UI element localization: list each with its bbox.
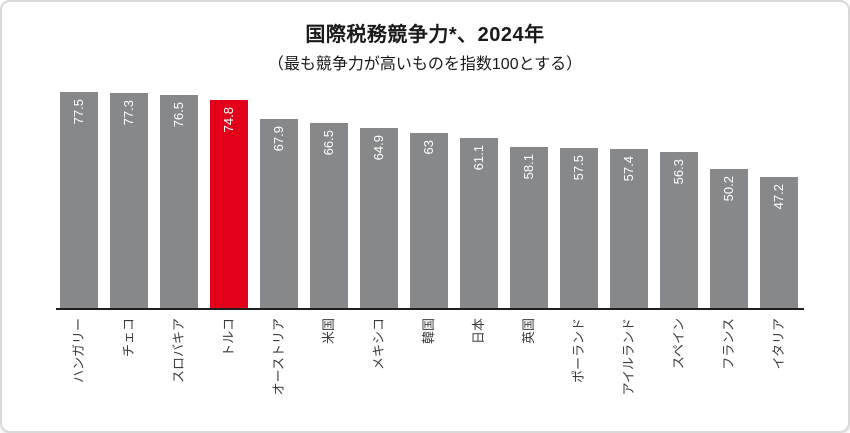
bar-value-label: 66.5 <box>321 130 336 156</box>
x-axis-label: メキシコ <box>371 318 386 371</box>
x-axis-label: 韓国 <box>421 318 436 345</box>
title-block: 国際税務競争力*、2024年 （最も競争力が高いものを指数100とする） <box>2 18 848 74</box>
x-axis-label: アイルランド <box>621 318 636 396</box>
bar-value-label: 50.2 <box>721 176 736 202</box>
bar-value-label: 58.1 <box>521 154 536 180</box>
bar-value-label: 77.5 <box>71 99 86 125</box>
bar-スロバキア: 76.5 <box>160 95 198 310</box>
bar-value-label: 64.9 <box>371 135 386 161</box>
bar-米国: 66.5 <box>310 123 348 310</box>
bar-イタリア: 47.2 <box>760 177 798 310</box>
x-axis-label: イタリア <box>771 318 786 370</box>
bar-value-label: 57.5 <box>571 155 586 181</box>
bar-ポーランド: 57.5 <box>560 148 598 310</box>
x-axis-label: スロバキア <box>171 318 186 384</box>
x-axis-label: 日本 <box>471 318 486 345</box>
bar-トルコ: 74.8 <box>210 100 248 310</box>
bar-value-label: 57.4 <box>621 156 636 182</box>
x-axis-label: トルコ <box>221 318 236 357</box>
bar-value-label: 61.1 <box>471 145 486 171</box>
bar-韓国: 63 <box>410 133 448 310</box>
bar-アイルランド: 57.4 <box>610 149 648 310</box>
bar-value-label: 47.2 <box>771 184 786 210</box>
chart-title: 国際税務競争力*、2024年 <box>305 24 545 46</box>
bar-フランス: 50.2 <box>710 169 748 310</box>
x-axis-label: 米国 <box>321 318 336 345</box>
x-axis-line <box>56 308 804 310</box>
bar-value-label: 76.5 <box>171 102 186 128</box>
bar-英国: 58.1 <box>510 147 548 310</box>
x-axis-label: スペイン <box>671 318 686 370</box>
bar-チェコ: 77.3 <box>110 93 148 310</box>
x-axis-label: チェコ <box>121 318 136 358</box>
bar-value-label: 63 <box>421 140 436 155</box>
bar-value-label: 56.3 <box>671 159 686 185</box>
bar-value-label: 67.9 <box>271 126 286 152</box>
x-axis-label: ハンガリー <box>71 318 86 384</box>
x-axis-label: ポーランド <box>571 318 586 384</box>
bar-オーストリア: 67.9 <box>260 119 298 310</box>
bar-value-label: 77.3 <box>121 100 136 126</box>
x-axis-label: オーストリア <box>271 318 286 396</box>
x-axis-label: フランス <box>721 318 736 370</box>
x-axis-label: 英国 <box>521 318 536 345</box>
bar-メキシコ: 64.9 <box>360 128 398 310</box>
bar-value-label: 74.8 <box>221 107 236 133</box>
bar-ハンガリー: 77.5 <box>60 92 98 310</box>
bar-スペイン: 56.3 <box>660 152 698 310</box>
chart-subtitle: （最も競争力が高いものを指数100とする） <box>267 56 583 73</box>
bar-日本: 61.1 <box>460 138 498 310</box>
